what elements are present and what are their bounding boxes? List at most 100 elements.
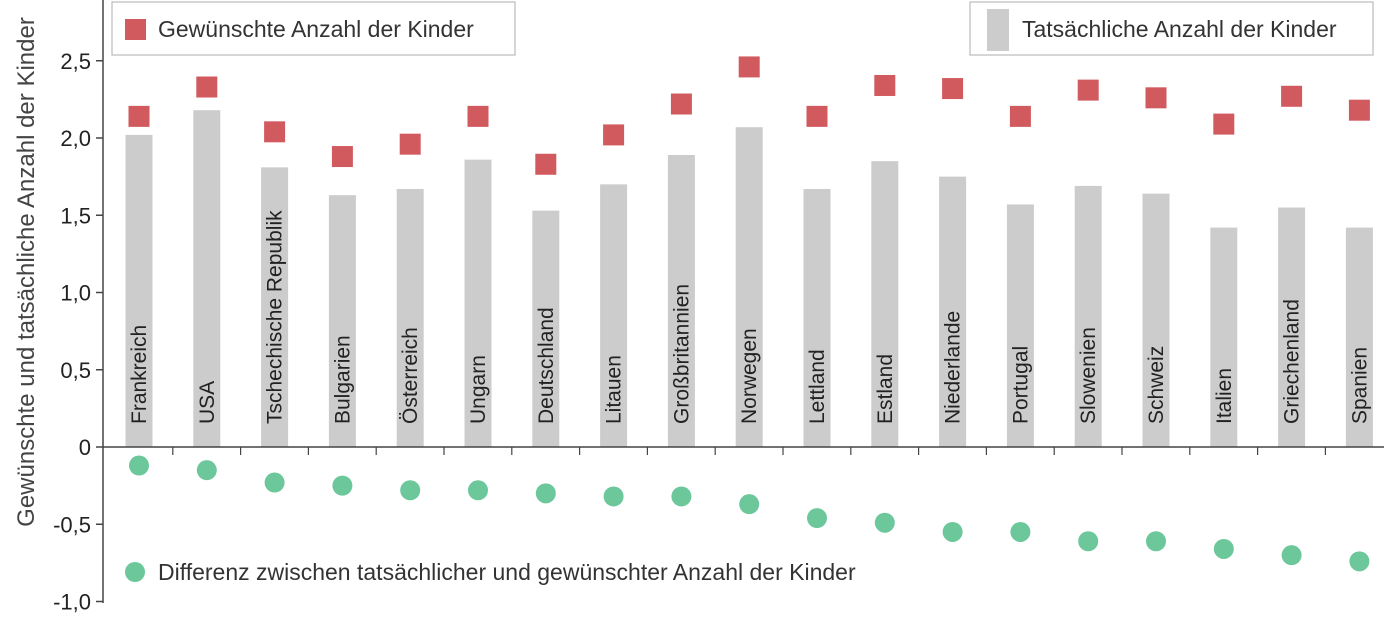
legend-difference-label: Differenz zwischen tatsächlicher und gew… xyxy=(158,559,856,585)
y-tick-label: 0,5 xyxy=(60,358,91,383)
category-label: Tschechische Republik xyxy=(264,210,287,424)
marker-desired xyxy=(874,74,896,96)
bar-actual xyxy=(871,161,899,448)
bar-actual xyxy=(600,184,628,447)
category-label: Niederlande xyxy=(942,311,965,424)
marker-desired xyxy=(603,124,625,146)
marker-difference xyxy=(1146,531,1166,552)
marker-difference xyxy=(807,508,827,529)
legend-desired-box xyxy=(111,1,516,56)
marker-difference xyxy=(332,475,353,496)
legend-difference-swatch xyxy=(125,562,145,582)
legend-actual: Tatsächliche Anzahl der Kinder xyxy=(969,1,1374,56)
axes xyxy=(102,0,1384,603)
difference-markers xyxy=(129,455,1370,572)
bar-actual xyxy=(193,110,221,447)
marker-desired xyxy=(1348,99,1370,121)
marker-difference xyxy=(1213,538,1234,559)
marker-desired xyxy=(331,146,353,168)
bar-actual xyxy=(1142,193,1170,447)
category-label: Bulgarien xyxy=(331,335,354,424)
bar-actual xyxy=(532,210,560,447)
marker-difference xyxy=(1010,521,1031,542)
marker-difference xyxy=(1281,545,1302,566)
marker-difference xyxy=(1078,531,1099,552)
marker-difference xyxy=(264,472,285,493)
category-label: Ungarn xyxy=(467,355,490,424)
legend-actual-swatch xyxy=(987,9,1009,51)
marker-desired xyxy=(128,105,150,127)
bar-actual xyxy=(803,188,831,448)
marker-difference xyxy=(468,480,488,501)
bar-actual xyxy=(1006,204,1034,447)
marker-desired xyxy=(264,121,286,143)
marker-difference xyxy=(942,521,963,542)
marker-difference xyxy=(400,480,421,501)
marker-desired xyxy=(670,93,692,115)
marker-difference xyxy=(1349,551,1370,572)
category-label: Slowenien xyxy=(1077,327,1100,424)
y-tick-label: -1,0 xyxy=(53,590,91,615)
marker-desired xyxy=(1077,79,1099,101)
marker-desired xyxy=(196,76,218,98)
bar-actual xyxy=(939,176,967,447)
x-ticks xyxy=(172,447,1327,455)
y-tick-label: 1,5 xyxy=(60,203,91,228)
bar-actual xyxy=(667,154,695,447)
bar-actual xyxy=(1278,207,1306,447)
marker-difference xyxy=(196,460,217,481)
y-tick-label: 1,0 xyxy=(60,281,91,306)
category-labels: Frankreich USA Tschechische Republik Bulgar… xyxy=(128,210,1371,424)
category-label: Estland xyxy=(874,354,897,424)
y-ticks: -1,0 -0,5 0 0,5 1,0 1,5 2,0 2,5 xyxy=(53,49,103,615)
legend-difference: Differenz zwischen tatsächlicher und gew… xyxy=(125,559,856,585)
legend-desired-swatch xyxy=(125,19,146,40)
category-label: Lettland xyxy=(806,349,829,424)
marker-difference xyxy=(874,512,895,533)
marker-difference xyxy=(739,494,760,515)
category-label: Österreich xyxy=(399,327,422,424)
desired-markers xyxy=(128,56,1370,175)
bar-actual xyxy=(328,195,356,447)
marker-desired xyxy=(1281,85,1303,107)
category-label: Spanien xyxy=(1348,347,1371,424)
category-label: Norwegen xyxy=(738,328,761,424)
bar-actual xyxy=(261,167,289,448)
bar-actual xyxy=(125,134,153,447)
category-label: Litauen xyxy=(603,355,626,424)
y-tick-label: 2,5 xyxy=(60,49,91,74)
legend-desired: Gewünschte Anzahl der Kinder xyxy=(111,1,516,56)
category-label: Deutschland xyxy=(535,307,558,424)
category-label: USA xyxy=(196,381,219,424)
y-tick-label: -0,5 xyxy=(53,512,91,537)
y-tick-label: 2,0 xyxy=(60,126,91,151)
marker-desired xyxy=(1009,105,1031,127)
marker-desired xyxy=(1145,87,1167,109)
marker-difference xyxy=(535,483,556,504)
category-label: Portugal xyxy=(1009,346,1032,424)
bar-actual xyxy=(1074,185,1102,447)
legend-actual-label: Tatsächliche Anzahl der Kinder xyxy=(1022,16,1337,42)
category-label: Italien xyxy=(1213,368,1236,424)
y-axis-label: Gewünschte und tatsächliche Anzahl der K… xyxy=(13,17,40,527)
category-label: Großbritannien xyxy=(670,284,693,424)
category-label: Frankreich xyxy=(128,325,151,424)
bars-layer xyxy=(125,110,1373,448)
marker-desired xyxy=(1213,113,1235,135)
marker-desired xyxy=(738,56,760,78)
y-tick-label: 0 xyxy=(79,435,91,460)
bar-actual xyxy=(1210,227,1238,447)
marker-difference xyxy=(671,486,692,507)
category-label: Griechenland xyxy=(1281,299,1304,424)
marker-difference xyxy=(603,486,624,507)
marker-desired xyxy=(942,78,964,100)
bar-actual xyxy=(396,188,424,448)
bar-actual xyxy=(464,159,492,447)
marker-desired xyxy=(467,105,489,127)
legend-desired-label: Gewünschte Anzahl der Kinder xyxy=(158,16,474,42)
legend-actual-box xyxy=(969,1,1374,56)
category-label: Schweiz xyxy=(1145,346,1168,424)
bar-actual xyxy=(1345,227,1373,447)
bar-actual xyxy=(735,127,763,447)
